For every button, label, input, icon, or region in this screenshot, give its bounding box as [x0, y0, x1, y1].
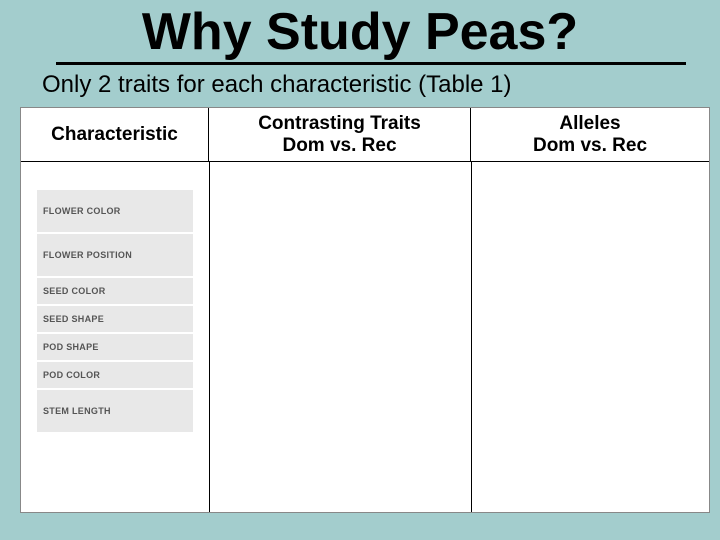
characteristic-row: SEED SHAPE [37, 306, 193, 332]
table-column-divider [471, 162, 472, 512]
characteristic-row: FLOWER POSITION [37, 234, 193, 276]
characteristic-row: POD SHAPE [37, 334, 193, 360]
col-header-text: Characteristic [23, 124, 206, 146]
slide-subtitle: Only 2 traits for each characteristic (T… [0, 65, 720, 105]
traits-table: Characteristic Contrasting Traits Dom vs… [20, 107, 710, 513]
table-header-row: Characteristic Contrasting Traits Dom vs… [21, 108, 709, 162]
col-header-characteristic: Characteristic [21, 108, 209, 161]
characteristic-list: FLOWER COLORFLOWER POSITIONSEED COLORSEE… [37, 190, 193, 434]
slide-title: Why Study Peas? [0, 0, 720, 62]
col-header-alleles: Alleles Dom vs. Rec [471, 108, 709, 161]
characteristic-row: POD COLOR [37, 362, 193, 388]
table-column-divider [209, 162, 210, 512]
characteristic-row: FLOWER COLOR [37, 190, 193, 232]
col-header-text: Contrasting Traits [211, 113, 468, 135]
col-header-contrasting-traits: Contrasting Traits Dom vs. Rec [209, 108, 471, 161]
col-header-text: Alleles [473, 113, 707, 135]
col-header-subtext: Dom vs. Rec [211, 135, 468, 157]
col-header-subtext: Dom vs. Rec [473, 135, 707, 157]
characteristic-row: SEED COLOR [37, 278, 193, 304]
characteristic-row: STEM LENGTH [37, 390, 193, 432]
